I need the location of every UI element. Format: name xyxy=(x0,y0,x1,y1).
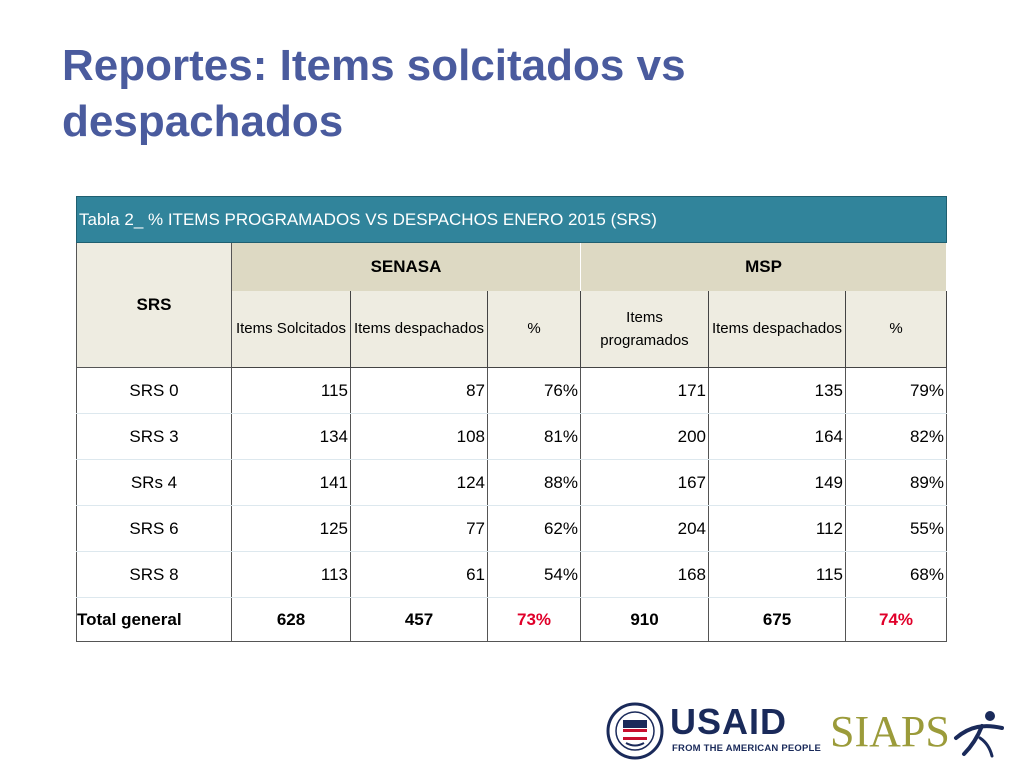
table-cell: 168 xyxy=(580,551,709,598)
table-caption-row: Tabla 2_ % ITEMS PROGRAMADOS VS DESPACHO… xyxy=(76,196,947,243)
table-cell: 171 xyxy=(580,367,709,414)
table-caption: Tabla 2_ % ITEMS PROGRAMADOS VS DESPACHO… xyxy=(76,196,947,243)
group-header-senasa: SENASA xyxy=(231,242,581,291)
table-cell: 204 xyxy=(580,505,709,552)
row-label: SRS 3 xyxy=(76,413,232,460)
table-cell: 115 xyxy=(708,551,846,598)
table-cell: 81% xyxy=(487,413,581,460)
table-row: SRs 4 141 124 88% 167 149 89% xyxy=(76,459,947,506)
group-header-row: SRS SENASA MSP xyxy=(76,242,947,368)
table-row: SRS 6 125 77 62% 204 112 55% xyxy=(76,505,947,552)
table-cell: 62% xyxy=(487,505,581,552)
total-row: Total general 628 457 73% 910 675 74% xyxy=(76,597,947,642)
total-percent: 74% xyxy=(845,597,947,642)
sub-header: Items despachados xyxy=(708,290,846,368)
table-cell: 77 xyxy=(350,505,488,552)
table-cell: 55% xyxy=(845,505,947,552)
sub-header: Items programados xyxy=(580,290,709,368)
sub-header: % xyxy=(845,290,947,368)
table-cell: 113 xyxy=(231,551,351,598)
table-cell: 54% xyxy=(487,551,581,598)
table-row: SRS 0 115 87 76% 171 135 79% xyxy=(76,367,947,414)
row-header-srs: SRS xyxy=(76,242,232,368)
sub-header: Items Solcitados xyxy=(231,290,351,368)
table-cell: 134 xyxy=(231,413,351,460)
total-cell: 628 xyxy=(231,597,351,642)
footer-logos: USAID FROM THE AMERICAN PEOPLE SIAPS xyxy=(600,700,1010,760)
total-label: Total general xyxy=(76,597,232,642)
table-cell: 112 xyxy=(708,505,846,552)
table-cell: 167 xyxy=(580,459,709,506)
total-cell: 910 xyxy=(580,597,709,642)
usaid-seal-icon xyxy=(606,702,664,760)
sub-header: Items despachados xyxy=(350,290,488,368)
siaps-figure-icon xyxy=(954,711,1004,758)
total-cell: 675 xyxy=(708,597,846,642)
table-cell: 115 xyxy=(231,367,351,414)
table-cell: 124 xyxy=(350,459,488,506)
table-cell: 125 xyxy=(231,505,351,552)
table-cell: 89% xyxy=(845,459,947,506)
table-cell: 68% xyxy=(845,551,947,598)
total-percent: 73% xyxy=(487,597,581,642)
usaid-tagline: FROM THE AMERICAN PEOPLE xyxy=(672,743,822,754)
table-row: SRS 3 134 108 81% 200 164 82% xyxy=(76,413,947,460)
table-cell: 149 xyxy=(708,459,846,506)
table-cell: 135 xyxy=(708,367,846,414)
total-cell: 457 xyxy=(350,597,488,642)
table-cell: 87 xyxy=(350,367,488,414)
row-label: SRs 4 xyxy=(76,459,232,506)
sub-header: % xyxy=(487,290,581,368)
table-cell: 61 xyxy=(350,551,488,598)
row-label: SRS 6 xyxy=(76,505,232,552)
group-header-msp: MSP xyxy=(580,242,947,291)
row-label: SRS 0 xyxy=(76,367,232,414)
table-cell: 141 xyxy=(231,459,351,506)
table-cell: 82% xyxy=(845,413,947,460)
row-label: SRS 8 xyxy=(76,551,232,598)
siaps-logo-text: SIAPS xyxy=(830,707,950,756)
table-cell: 200 xyxy=(580,413,709,460)
table-cell: 76% xyxy=(487,367,581,414)
table-cell: 164 xyxy=(708,413,846,460)
usaid-logo-text: USAID xyxy=(670,701,788,742)
table-cell: 79% xyxy=(845,367,947,414)
slide-title: Reportes: Items solcitados vs despachado… xyxy=(62,41,686,146)
table-cell: 88% xyxy=(487,459,581,506)
sub-header-row: Items Solcitados Items despachados % Ite… xyxy=(77,290,947,368)
data-table: Tabla 2_ % ITEMS PROGRAMADOS VS DESPACHO… xyxy=(76,196,947,642)
table-cell: 108 xyxy=(350,413,488,460)
table-row: SRS 8 113 61 54% 168 115 68% xyxy=(76,551,947,598)
